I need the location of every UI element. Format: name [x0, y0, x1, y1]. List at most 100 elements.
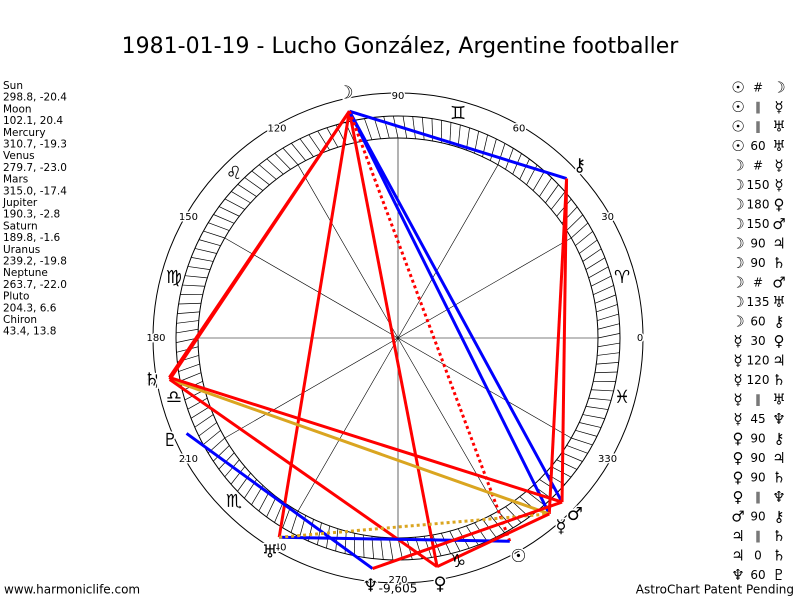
- aspect-planet: ♃: [772, 449, 785, 467]
- aspect-planet: ♀: [774, 332, 785, 350]
- aspect-type: 120: [747, 354, 770, 368]
- planet-name: Chiron: [3, 314, 37, 326]
- hatch: [532, 171, 545, 191]
- aspect-planet: ☿: [774, 176, 783, 194]
- aspect-type: #: [753, 276, 763, 290]
- aspect-planet: ♆: [772, 488, 785, 506]
- aspect-planet: ☿: [774, 157, 783, 175]
- hatch: [505, 506, 522, 523]
- degree-label: 90: [392, 91, 405, 102]
- footer-left: www.harmoniclife.com: [4, 583, 140, 597]
- planet-coords: 310.7, -19.3: [3, 139, 67, 151]
- aspect-planet: ♀: [733, 488, 744, 506]
- sign-glyph: ♓: [614, 387, 630, 408]
- hatch: [198, 239, 221, 246]
- aspect-line: [560, 178, 569, 503]
- planet-glyph: ♂: [567, 504, 583, 525]
- cusp-line: [397, 237, 572, 339]
- footer-right: AstroChart Patent Pending: [636, 583, 794, 597]
- aspect-line: [185, 432, 374, 570]
- hatch: [596, 304, 618, 313]
- planet-coords: 189.8, -1.6: [3, 232, 61, 244]
- aspect-line: [277, 110, 351, 538]
- planet-glyph: ♆: [362, 575, 378, 596]
- hatch: [497, 143, 506, 165]
- aspect-planet: ♇: [772, 566, 785, 584]
- hatch: [176, 320, 199, 324]
- hatch: [258, 491, 270, 512]
- aspect-planet: ♃: [731, 547, 744, 565]
- degree-label: 30: [601, 212, 614, 223]
- aspect-planet: ♅: [772, 137, 785, 155]
- hatch: [597, 352, 620, 356]
- cusp-line: [224, 337, 399, 439]
- degree-label: 270: [388, 575, 407, 586]
- hatch: [383, 116, 390, 139]
- aspect-type: 150: [747, 178, 770, 192]
- hatch: [566, 214, 583, 231]
- planet-glyph: ☿: [555, 517, 566, 538]
- aspect-planet: ♅: [772, 391, 785, 409]
- planet-coords: 239.2, -19.8: [3, 256, 67, 268]
- hatch: [597, 342, 621, 348]
- aspect-line: [168, 376, 563, 504]
- aspect-planet: ☉: [731, 98, 744, 116]
- planet-name: Saturn: [3, 220, 38, 232]
- sign-glyph: ♌: [226, 163, 242, 184]
- aspect-line: [348, 110, 564, 503]
- sign-glyph: ♑: [450, 551, 466, 572]
- planet-name: Sun: [3, 80, 23, 92]
- planet-coords: 190.3, -2.8: [3, 209, 60, 221]
- hatch: [422, 117, 425, 140]
- aspect-line: [347, 110, 439, 567]
- aspect-planet: ☽: [731, 274, 744, 292]
- hatch: [556, 459, 578, 470]
- degree-label: 120: [267, 123, 286, 134]
- aspect-planet: ☿: [733, 371, 742, 389]
- aspect-type: #: [753, 159, 763, 173]
- aspect-planet: ☽: [731, 293, 744, 311]
- hatch: [364, 118, 373, 140]
- cusp-line: [397, 337, 499, 512]
- planet-name: Mars: [3, 174, 28, 186]
- hatch: [550, 191, 566, 210]
- aspect-type: 90: [750, 451, 765, 465]
- hatch: [213, 445, 230, 462]
- aspect-planet: ♄: [772, 527, 785, 545]
- aspect-planet: ♃: [772, 235, 785, 253]
- hatch: [373, 117, 381, 139]
- hatch: [191, 257, 214, 262]
- aspect-planet: ♂: [772, 274, 785, 292]
- hatch: [180, 372, 202, 382]
- aspect-line: [348, 110, 551, 515]
- aspect-planet: ☽: [731, 313, 744, 331]
- hatch: [594, 294, 616, 304]
- hatch: [575, 231, 593, 246]
- hatch: [585, 406, 609, 410]
- planet-glyph: ♇: [162, 430, 178, 451]
- planet-glyph: ♄: [144, 370, 160, 391]
- planet-coords: 315.0, -17.4: [3, 185, 67, 197]
- aspect-planet: ♄: [772, 254, 785, 272]
- hatch: [282, 147, 299, 166]
- aspect-line: [169, 378, 550, 516]
- aspect-line: [436, 512, 550, 569]
- aspect-type: ∥: [755, 490, 761, 504]
- hatch: [570, 222, 589, 239]
- planet-coords: 43.4, 13.8: [3, 326, 56, 338]
- hatch: [198, 422, 217, 437]
- degree-label: 330: [598, 454, 617, 465]
- aspect-planet: ♄: [772, 469, 785, 487]
- hatch: [213, 214, 235, 224]
- aspect-planet: ☿: [733, 410, 742, 428]
- aspect-type: 90: [750, 471, 765, 485]
- aspect-planet: ⚷: [774, 430, 785, 448]
- sign-glyph: ♊: [450, 103, 466, 124]
- degree-label: 150: [179, 212, 198, 223]
- cusp-line: [397, 337, 572, 439]
- aspect-planet: ♆: [772, 410, 785, 428]
- hatch: [561, 452, 583, 462]
- planet-name: Jupiter: [2, 197, 38, 209]
- sign-glyph: ♎: [166, 387, 182, 408]
